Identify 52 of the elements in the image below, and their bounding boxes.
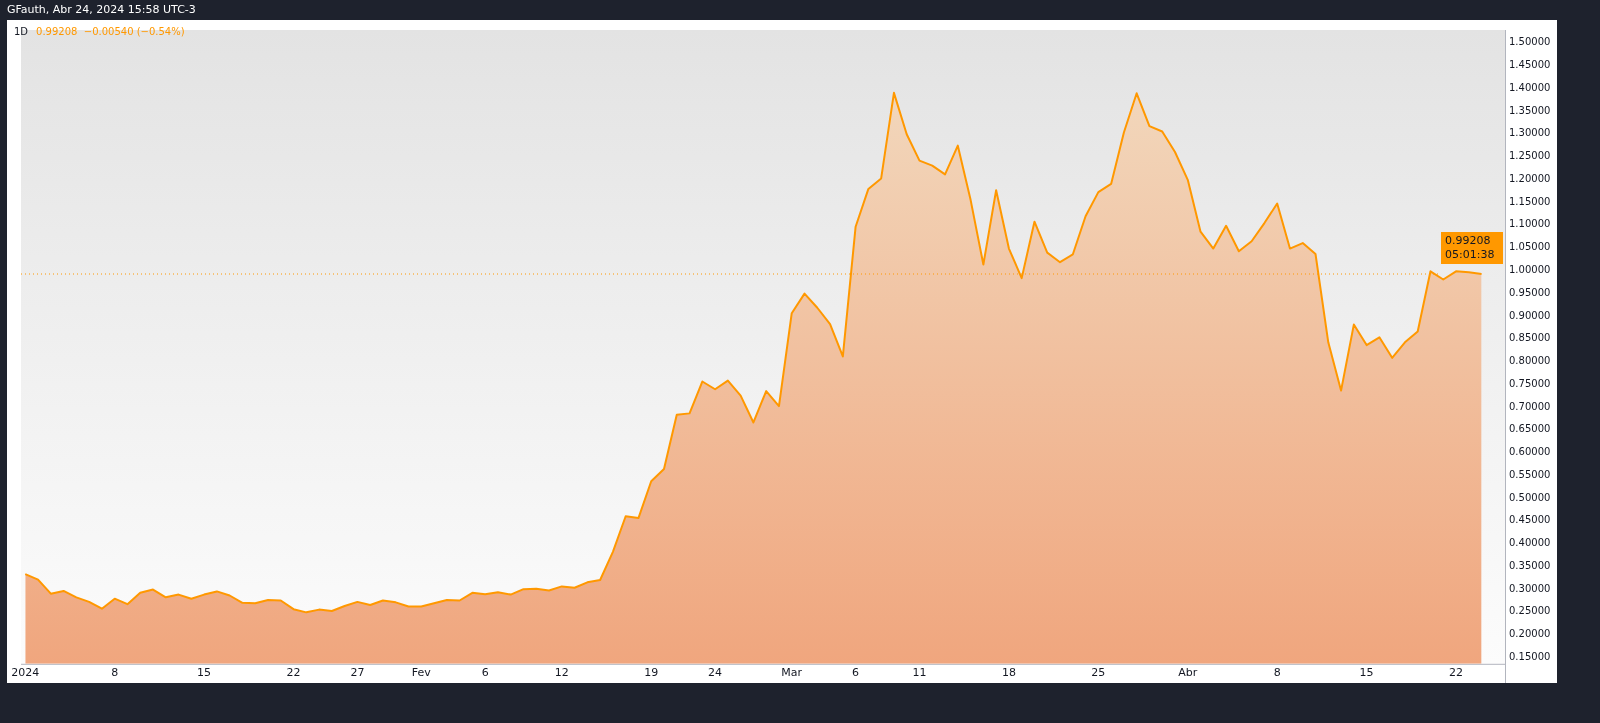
y-tick-label: 0.30000 xyxy=(1509,582,1551,594)
y-tick-label: 1.00000 xyxy=(1509,264,1551,275)
y-tick-label: 0.25000 xyxy=(1509,605,1551,617)
y-tick-label: 1.50000 xyxy=(1509,36,1551,48)
y-tick-label: 0.50000 xyxy=(1509,491,1551,503)
ref-line-label: 0.99208 xyxy=(1445,233,1491,247)
x-tick-label: 18 xyxy=(1001,666,1016,680)
x-tick-label: 22 xyxy=(286,666,301,680)
x-tick-label: Mar xyxy=(781,666,803,680)
y-tick-label: 1.35000 xyxy=(1509,104,1551,116)
chart-title: 1D xyxy=(14,26,29,37)
x-tick-label: 2024 xyxy=(11,666,40,680)
y-tick-label: 0.90000 xyxy=(1509,309,1551,321)
y-tick-label: 1.20000 xyxy=(1509,172,1551,184)
x-tick-label: 6 xyxy=(481,666,489,680)
y-tick-label: 0.80000 xyxy=(1509,355,1551,367)
y-tick-label: 0.55000 xyxy=(1509,468,1551,480)
x-tick-label: 25 xyxy=(1091,666,1106,680)
x-tick-label: Fev xyxy=(411,666,432,680)
y-tick-label: 0.45000 xyxy=(1509,514,1551,526)
y-tick-label: 0.70000 xyxy=(1509,400,1551,412)
x-tick-label: 8 xyxy=(1273,666,1281,680)
x-tick-label: 12 xyxy=(554,666,569,680)
y-tick-label: 1.10000 xyxy=(1509,218,1551,230)
y-tick-label: 0.65000 xyxy=(1509,423,1551,435)
x-tick-label: Abr xyxy=(1178,666,1198,680)
y-tick-label: 1.05000 xyxy=(1509,241,1551,253)
x-tick-label: 24 xyxy=(708,666,723,680)
x-tick-label: 27 xyxy=(350,666,365,680)
y-tick-label: 0.40000 xyxy=(1509,537,1551,549)
y-tick-label: 1.30000 xyxy=(1509,127,1551,139)
x-tick-label: 8 xyxy=(111,666,119,680)
x-tick-label: 15 xyxy=(1359,666,1374,680)
y-tick-label: 0.60000 xyxy=(1509,446,1551,458)
x-tick-label: 19 xyxy=(644,666,659,680)
y-tick-label: 0.95000 xyxy=(1509,286,1551,298)
y-tick-label: 0.20000 xyxy=(1509,628,1551,640)
y-tick-label: 0.85000 xyxy=(1509,332,1551,344)
x-tick-label: 22 xyxy=(1449,666,1464,680)
y-tick-label: 1.40000 xyxy=(1509,81,1551,93)
y-tick-label: 1.15000 xyxy=(1509,195,1551,207)
annotation: 05:01:38 xyxy=(1445,247,1495,261)
y-tick-label: 0.35000 xyxy=(1509,559,1551,571)
y-tick-label: 1.25000 xyxy=(1509,150,1551,162)
x-tick-label: 15 xyxy=(197,666,212,680)
x-tick-label: 11 xyxy=(912,666,927,680)
y-tick-label: 1.45000 xyxy=(1509,59,1551,71)
y-tick-label: 0.15000 xyxy=(1509,651,1551,663)
chart-subtitle: GFauth, Abr 24, 2024 15:58 UTC-3 xyxy=(7,3,196,16)
annotation: 0.99208 −0.00540 (−0.54%) xyxy=(36,26,185,37)
x-tick-label: 6 xyxy=(852,666,860,680)
y-tick-label: 0.75000 xyxy=(1509,377,1551,389)
